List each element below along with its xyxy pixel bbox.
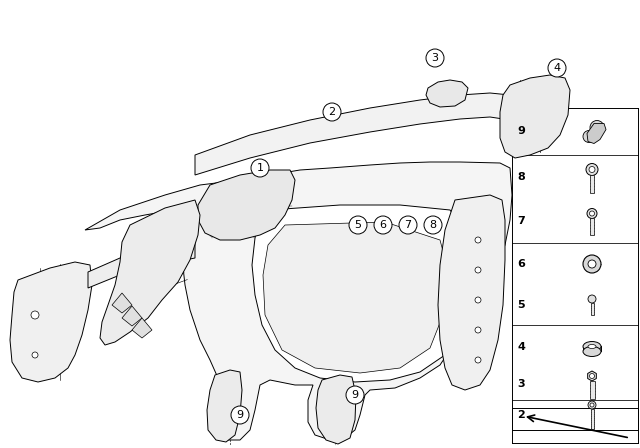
Circle shape	[475, 327, 481, 333]
Circle shape	[590, 121, 604, 134]
Circle shape	[399, 216, 417, 234]
Text: 8: 8	[517, 172, 525, 182]
Circle shape	[231, 406, 249, 424]
Polygon shape	[100, 200, 200, 345]
Text: 3: 3	[517, 379, 525, 389]
Polygon shape	[85, 162, 512, 440]
Polygon shape	[587, 124, 606, 143]
Polygon shape	[316, 375, 356, 444]
Polygon shape	[588, 371, 596, 381]
Text: 9: 9	[517, 126, 525, 137]
Circle shape	[588, 401, 596, 409]
Circle shape	[586, 164, 598, 176]
Text: 8: 8	[429, 220, 436, 230]
Polygon shape	[207, 370, 242, 442]
Circle shape	[588, 260, 596, 268]
Polygon shape	[132, 318, 152, 338]
Circle shape	[475, 357, 481, 363]
Polygon shape	[263, 222, 448, 373]
Circle shape	[589, 167, 595, 172]
Circle shape	[346, 386, 364, 404]
Polygon shape	[195, 93, 520, 175]
Circle shape	[590, 403, 594, 407]
Circle shape	[349, 216, 367, 234]
Circle shape	[587, 208, 597, 219]
Bar	[591, 409, 593, 429]
Circle shape	[374, 216, 392, 234]
Polygon shape	[112, 293, 132, 313]
Polygon shape	[438, 195, 505, 390]
Text: 2: 2	[328, 107, 335, 117]
FancyArrowPatch shape	[527, 415, 627, 437]
Circle shape	[426, 49, 444, 67]
Circle shape	[424, 216, 442, 234]
Circle shape	[323, 103, 341, 121]
Circle shape	[589, 211, 595, 216]
Circle shape	[31, 311, 39, 319]
Text: 7: 7	[517, 216, 525, 227]
Circle shape	[588, 295, 596, 303]
Polygon shape	[198, 170, 295, 240]
Text: 2: 2	[517, 410, 525, 420]
Text: 3: 3	[431, 53, 438, 63]
Text: 1: 1	[257, 163, 264, 173]
Polygon shape	[88, 238, 195, 288]
Bar	[591, 303, 593, 315]
Polygon shape	[10, 262, 92, 382]
Polygon shape	[122, 306, 142, 326]
Polygon shape	[500, 75, 570, 158]
Bar	[590, 176, 594, 194]
Circle shape	[583, 130, 595, 142]
Text: 4: 4	[517, 341, 525, 352]
Circle shape	[589, 374, 595, 379]
Ellipse shape	[588, 345, 596, 349]
Circle shape	[583, 255, 601, 273]
Circle shape	[32, 352, 38, 358]
Bar	[589, 381, 595, 399]
Text: 5: 5	[355, 220, 362, 230]
Text: 9: 9	[236, 410, 244, 420]
Polygon shape	[252, 205, 470, 382]
Circle shape	[475, 237, 481, 243]
Circle shape	[548, 59, 566, 77]
Bar	[590, 219, 594, 236]
Ellipse shape	[583, 346, 601, 357]
Ellipse shape	[583, 341, 601, 352]
Circle shape	[475, 297, 481, 303]
Circle shape	[475, 267, 481, 273]
Text: 6: 6	[380, 220, 387, 230]
Polygon shape	[426, 80, 468, 107]
Text: 7: 7	[404, 220, 412, 230]
Text: 4: 4	[554, 63, 561, 73]
Text: 6: 6	[517, 259, 525, 269]
Text: 5: 5	[517, 300, 525, 310]
Circle shape	[251, 159, 269, 177]
Text: 9: 9	[351, 390, 358, 400]
